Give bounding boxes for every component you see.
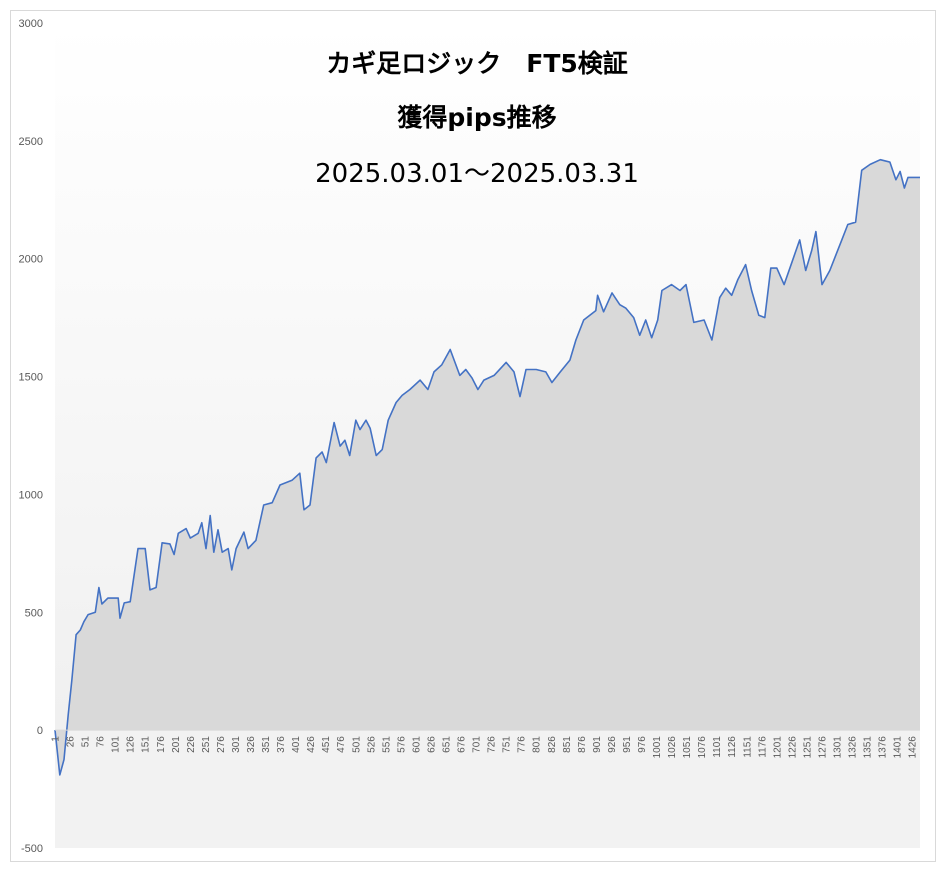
x-tick-label: 1426 xyxy=(908,736,919,759)
x-tick-label: 501 xyxy=(351,736,362,753)
x-tick-label: 801 xyxy=(532,736,543,753)
x-tick-label: 1051 xyxy=(682,736,693,759)
x-tick-label: 1176 xyxy=(757,736,768,758)
x-tick-label: 776 xyxy=(517,736,528,753)
negative-band xyxy=(55,730,920,848)
x-tick-label: 1 xyxy=(51,736,62,742)
y-tick-label: -500 xyxy=(21,843,43,855)
x-tick-label: 1126 xyxy=(727,736,738,758)
x-tick-label: 376 xyxy=(276,736,287,753)
x-tick-label: 1151 xyxy=(742,736,753,758)
x-tick-label: 1026 xyxy=(667,736,678,759)
x-tick-label: 701 xyxy=(472,736,483,753)
x-tick-label: 951 xyxy=(622,736,633,753)
x-tick-label: 626 xyxy=(426,736,437,753)
x-tick-label: 176 xyxy=(156,736,167,753)
x-tick-label: 1076 xyxy=(697,736,708,759)
x-tick-label: 126 xyxy=(126,736,137,753)
x-tick-label: 301 xyxy=(231,736,242,753)
line xyxy=(54,158,920,776)
y-tick-label: 1500 xyxy=(19,372,43,384)
x-tick-label: 276 xyxy=(216,736,227,753)
x-tick-label: 476 xyxy=(336,736,347,753)
x-tick-label: 326 xyxy=(246,736,257,753)
chart-subtitle: 獲得pips推移 xyxy=(397,103,556,132)
x-tick-label: 876 xyxy=(577,736,588,753)
x-tick-label: 201 xyxy=(171,736,182,753)
x-tick-label: 601 xyxy=(411,736,422,753)
x-tick-label: 451 xyxy=(321,736,332,753)
chart-title: カギ足ロジック FT5検証 xyxy=(326,49,628,78)
x-tick-label: 401 xyxy=(291,736,302,753)
x-tick-label: 1376 xyxy=(878,736,889,759)
x-tick-label: 851 xyxy=(562,736,573,753)
x-tick-label: 1101 xyxy=(712,736,723,758)
area-fill xyxy=(55,159,920,775)
x-tick-label: 1301 xyxy=(832,736,843,759)
x-tick-label: 576 xyxy=(396,736,407,753)
x-tick-label: 751 xyxy=(502,736,513,753)
x-tick-label: 76 xyxy=(96,736,107,748)
x-tick-label: 1401 xyxy=(893,736,904,759)
x-tick-label: 526 xyxy=(366,736,377,753)
x-tick-label: 1276 xyxy=(817,736,828,759)
x-tick-label: 101 xyxy=(111,736,122,753)
x-tick-label: 26 xyxy=(66,736,77,748)
x-tick-label: 151 xyxy=(141,736,152,753)
x-tick-label: 51 xyxy=(81,736,92,748)
x-tick-label: 726 xyxy=(487,736,498,753)
chart-period: 2025.03.01～2025.03.31 xyxy=(315,159,639,189)
x-tick-label: 1326 xyxy=(848,736,859,759)
x-tick-label: 1226 xyxy=(787,736,798,759)
x-tick-label: 1351 xyxy=(863,736,874,759)
y-tick-label: 3000 xyxy=(19,18,43,30)
x-tick-label: 676 xyxy=(457,736,468,753)
x-tick-label: 426 xyxy=(306,736,317,753)
x-tick-label: 926 xyxy=(607,736,618,753)
y-tick-label: 2000 xyxy=(19,254,43,266)
x-tick-label: 1251 xyxy=(802,736,813,759)
x-tick-label: 551 xyxy=(381,736,392,753)
x-tick-label: 226 xyxy=(186,736,197,753)
x-tick-label: 826 xyxy=(547,736,558,753)
x-tick-label: 251 xyxy=(201,736,212,753)
x-tick-label: 1201 xyxy=(772,736,783,759)
x-tick-label: 901 xyxy=(592,736,603,753)
y-tick-label: 500 xyxy=(25,607,43,619)
x-tick-label: 651 xyxy=(441,736,452,753)
y-tick-label: 1000 xyxy=(19,489,43,501)
x-tick-label: 1001 xyxy=(652,736,663,759)
x-tick-label: 976 xyxy=(637,736,648,753)
y-tick-label: 2500 xyxy=(19,136,43,148)
y-tick-label: 0 xyxy=(37,725,43,737)
x-tick-label: 351 xyxy=(261,736,272,753)
